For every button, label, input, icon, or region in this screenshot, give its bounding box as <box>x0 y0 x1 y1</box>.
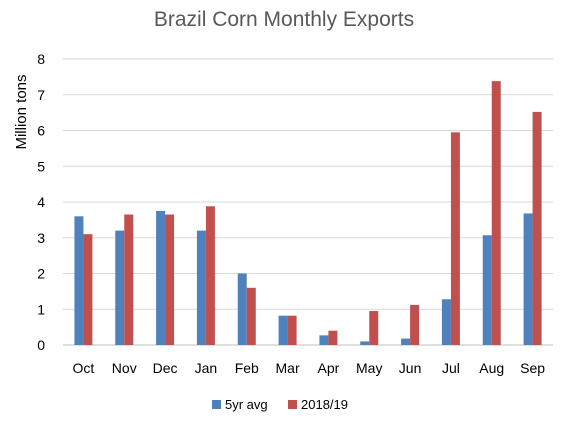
y-tick-label: 0 <box>37 337 45 353</box>
x-tick-label: Jun <box>399 360 422 376</box>
bar-2018-19-mar <box>287 315 297 345</box>
bar-5yr-avg-jul <box>441 299 451 345</box>
y-tick-label: 5 <box>37 158 45 174</box>
legend-swatch <box>288 400 297 409</box>
x-tick-label: Aug <box>479 360 504 376</box>
bar-2018-19-apr <box>328 330 338 345</box>
y-axis-label: Million tons <box>13 74 30 149</box>
legend-swatch <box>212 400 221 409</box>
x-tick-label: Oct <box>73 360 95 376</box>
y-tick-label: 8 <box>37 51 45 67</box>
bar-2018-19-dec <box>165 214 175 345</box>
y-tick-label: 4 <box>37 194 45 210</box>
bar-2018-19-nov <box>124 214 134 345</box>
bar-2018-19-aug <box>491 81 501 345</box>
y-tick-label: 7 <box>37 87 45 103</box>
gridlines <box>63 58 553 346</box>
bar-5yr-avg-may <box>360 341 370 345</box>
bar-5yr-avg-jan <box>196 230 206 345</box>
bar-5yr-avg-aug <box>482 235 492 345</box>
bar-5yr-avg-jun <box>401 338 411 345</box>
bar-2018-19-jun <box>410 304 420 345</box>
chart-title: Brazil Corn Monthly Exports <box>154 8 414 31</box>
x-tick-label: Feb <box>235 360 259 376</box>
bar-5yr-avg-oct <box>74 216 84 345</box>
legend: 5yr avg 2018/19 <box>212 397 348 412</box>
y-tick-label: 2 <box>37 266 45 282</box>
x-tick-label: Jul <box>442 360 460 376</box>
bar-2018-19-jul <box>450 132 460 345</box>
y-tick-label: 1 <box>37 301 45 317</box>
bar-2018-19-feb <box>246 287 256 345</box>
bar-5yr-avg-nov <box>115 230 125 345</box>
bar-5yr-avg-apr <box>319 335 329 345</box>
x-tick-label: Nov <box>112 360 137 376</box>
x-tick-label: Sep <box>520 360 545 376</box>
x-tick-label: Jan <box>195 360 218 376</box>
y-tick-label: 6 <box>37 123 45 139</box>
x-tick-label: Mar <box>276 360 300 376</box>
bar-2018-19-sep <box>532 111 542 345</box>
bar-2018-19-jan <box>205 206 215 345</box>
bar-5yr-avg-mar <box>278 315 288 345</box>
bars <box>74 81 542 345</box>
x-tick-label: Apr <box>318 360 340 376</box>
bar-2018-19-oct <box>83 234 93 345</box>
legend-label: 5yr avg <box>225 397 268 412</box>
x-tick-label: May <box>356 360 382 376</box>
bar-2018-19-may <box>369 311 379 345</box>
bar-5yr-avg-dec <box>156 210 166 345</box>
x-axis-ticks: Oct Nov Dec Jan Feb Mar Apr May Jun Jul Aug Sep <box>73 360 546 376</box>
y-axis-ticks: 0 1 2 3 4 5 6 7 8 <box>37 51 45 353</box>
x-tick-label: Dec <box>153 360 178 376</box>
bar-5yr-avg-sep <box>523 213 533 345</box>
bar-5yr-avg-feb <box>237 273 247 345</box>
legend-label: 2018/19 <box>301 397 348 412</box>
y-tick-label: 3 <box>37 230 45 246</box>
